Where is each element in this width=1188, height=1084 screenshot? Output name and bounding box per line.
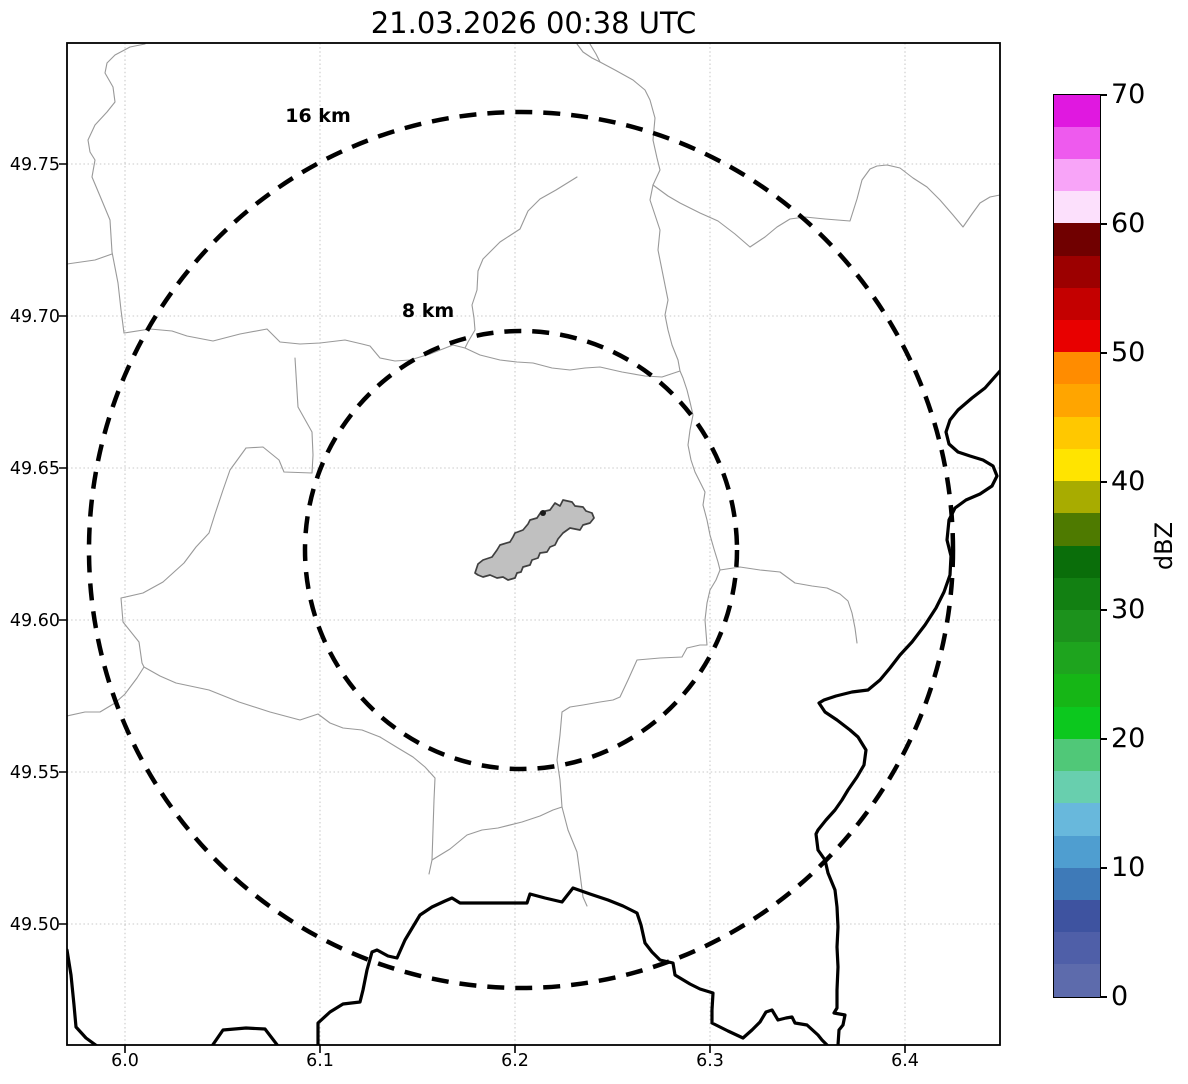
- colorbar-tick-label: 70: [1111, 79, 1146, 110]
- colorbar: [1053, 93, 1101, 998]
- colorbar-band: [1054, 158, 1100, 192]
- colorbar-tickmark: [1100, 609, 1107, 612]
- y-tick-label: 49.65: [9, 459, 60, 479]
- colorbar-band: [1054, 191, 1100, 224]
- x-tick-label: 6.4: [891, 1051, 919, 1071]
- colorbar-band: [1054, 674, 1100, 707]
- city-polygon: [474, 499, 595, 581]
- colorbar-band: [1054, 352, 1100, 385]
- range-rings: [86, 109, 956, 991]
- colorbar-band: [1054, 706, 1100, 739]
- colorbar-band: [1054, 835, 1100, 868]
- y-tick-label: 49.75: [9, 155, 60, 175]
- colorbar-tickmark: [1100, 996, 1107, 998]
- colorbar-band: [1054, 771, 1100, 804]
- colorbar-band: [1054, 320, 1100, 353]
- colorbar-tickmarks: [1100, 0, 1110, 1084]
- colorbar-tickmark: [1100, 480, 1107, 483]
- colorbar-tickmark: [1100, 222, 1107, 225]
- colorbar-band: [1054, 545, 1100, 578]
- colorbar-band: [1054, 513, 1100, 546]
- colorbar-band: [1054, 610, 1100, 643]
- colorbar-band: [1054, 899, 1100, 933]
- colorbar-tick-label: 0: [1111, 981, 1129, 1012]
- colorbar-bands: [1054, 94, 1100, 997]
- axes-frame: [66, 42, 1001, 1046]
- colorbar-tick-label: 60: [1111, 208, 1146, 239]
- colorbar-band: [1054, 255, 1100, 288]
- country-borders: [67, 369, 1000, 1045]
- colorbar-band: [1054, 867, 1100, 900]
- admin-boundaries: [67, 43, 1000, 907]
- range-ring-8km: [302, 328, 740, 772]
- range-ring-16km: [86, 109, 956, 991]
- x-tick-label: 6.2: [501, 1051, 529, 1071]
- colorbar-band: [1054, 126, 1100, 159]
- city-marker-dot: [540, 510, 546, 516]
- plot-title: 21.03.2026 00:38 UTC: [370, 6, 697, 40]
- colorbar-band: [1054, 964, 1100, 997]
- colorbar-band: [1054, 384, 1100, 417]
- x-tick-label: 6.0: [111, 1051, 139, 1071]
- colorbar-band: [1054, 448, 1100, 482]
- colorbar-band: [1054, 932, 1100, 965]
- x-tick-label: 6.3: [696, 1051, 724, 1071]
- y-tick-label: 49.55: [9, 763, 60, 783]
- y-tick-label: 49.50: [9, 915, 60, 935]
- colorbar-band: [1054, 803, 1100, 836]
- y-tick-label: 49.70: [9, 307, 60, 327]
- colorbar-tick-label: 50: [1111, 337, 1146, 368]
- y-tick-label: 49.60: [9, 611, 60, 631]
- axis-tickmarks: [59, 163, 906, 1053]
- colorbar-tickmark: [1100, 738, 1107, 741]
- colorbar-band: [1054, 642, 1100, 675]
- colorbar-band: [1054, 416, 1100, 449]
- colorbar-band: [1054, 481, 1100, 514]
- colorbar-axis-label: dBZ: [1150, 521, 1178, 571]
- x-tick-label: 6.1: [306, 1051, 334, 1071]
- colorbar-tick-label: 20: [1111, 723, 1146, 754]
- colorbar-band: [1054, 223, 1100, 256]
- ring-label-8km: 8 km: [401, 300, 455, 322]
- colorbar-tick-label: 40: [1111, 466, 1146, 497]
- city-area: [474, 499, 595, 581]
- colorbar-tickmark: [1100, 351, 1107, 354]
- colorbar-band: [1054, 577, 1100, 610]
- colorbar-band: [1054, 738, 1100, 772]
- colorbar-tickmark: [1100, 94, 1107, 96]
- colorbar-tickmark: [1100, 867, 1107, 870]
- colorbar-band: [1054, 94, 1100, 127]
- colorbar-tick-label: 30: [1111, 594, 1146, 625]
- colorbar-tick-label: 10: [1111, 852, 1146, 883]
- ring-label-16km: 16 km: [285, 105, 351, 127]
- colorbar-band: [1054, 287, 1100, 321]
